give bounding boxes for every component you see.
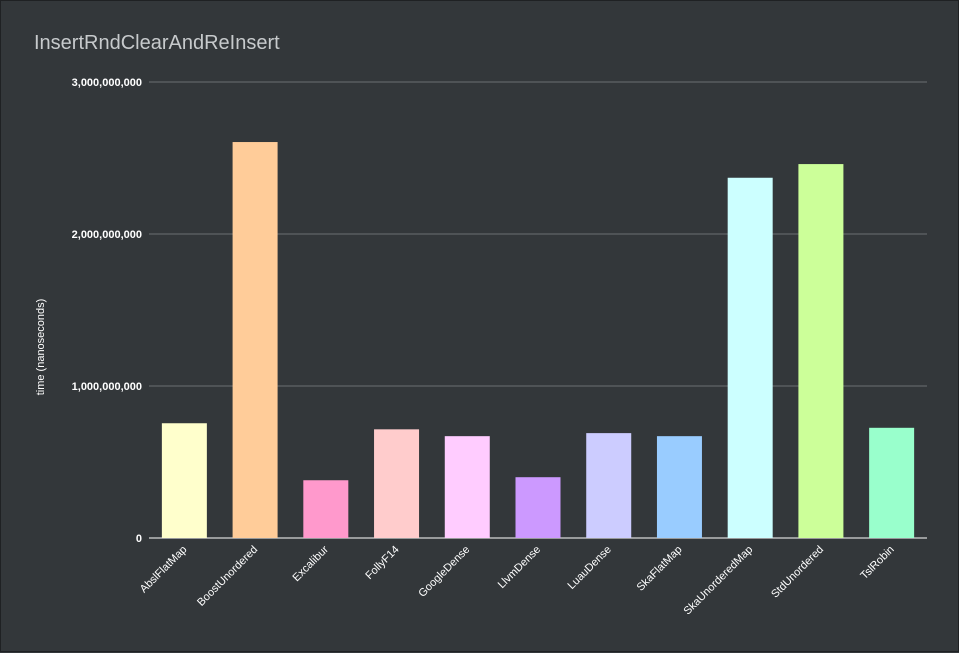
bar-SkaUnorderedMap[interactable] [727, 177, 773, 538]
y-axis-label: time (nanoseconds) [35, 299, 47, 396]
y-tick-label: 2,000,000,000 [72, 229, 142, 241]
x-tick-label: BoostUnordered [195, 544, 260, 609]
x-tick-label: FollyF14 [363, 544, 401, 582]
y-tick-label: 1,000,000,000 [72, 381, 142, 393]
y-tick-label: 3,000,000,000 [72, 77, 142, 89]
x-tick-label: GoogleDense [416, 544, 472, 600]
x-tick-label: SkaFlatMap [635, 544, 685, 594]
x-tick-label: SkaUnorderedMap [682, 544, 756, 618]
bar-AbslFlatMap[interactable] [161, 423, 207, 538]
x-tick-label: AbslFlatMap [138, 544, 190, 596]
bar-FollyF14[interactable] [374, 429, 420, 538]
bar-SkaFlatMap[interactable] [656, 436, 702, 538]
x-tick-label: StdUnordered [769, 544, 826, 601]
bar-LlvmDense[interactable] [515, 477, 561, 538]
bar-StdUnordered[interactable] [798, 164, 844, 538]
bar-BoostUnordered[interactable] [232, 142, 278, 539]
bar-LuauDense[interactable] [586, 433, 632, 538]
x-tick-label: TslRobin [858, 544, 896, 582]
x-tick-label: LlvmDense [496, 544, 543, 591]
bar-Excalibur[interactable] [303, 480, 349, 538]
chart-title: InsertRndClearAndReInsert [34, 32, 280, 54]
x-tick-label: LuauDense [566, 544, 614, 592]
bar-TslRobin[interactable] [869, 427, 915, 538]
y-tick-label: 0 [136, 533, 142, 545]
bar-GoogleDense[interactable] [444, 436, 490, 538]
x-tick-label: Excalibur [290, 543, 331, 584]
